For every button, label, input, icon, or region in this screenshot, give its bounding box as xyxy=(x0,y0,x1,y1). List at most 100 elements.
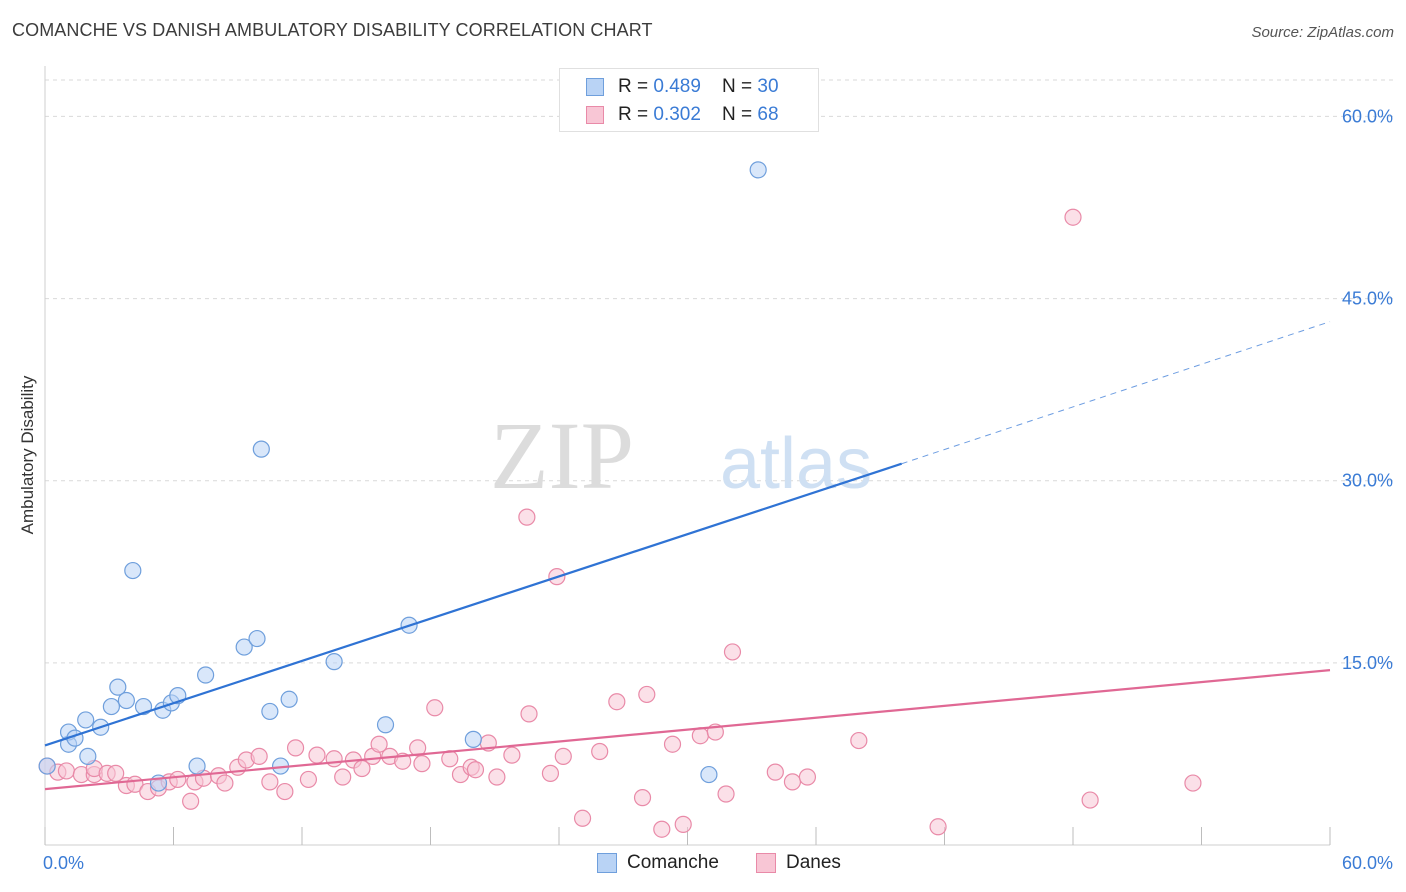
comanche-legend-swatch xyxy=(597,853,617,873)
source-label: Source: ZipAtlas.com xyxy=(1251,24,1394,41)
danes-point-51 xyxy=(591,742,609,761)
danes-point-47 xyxy=(541,764,560,782)
danes-r-value: 0.302 xyxy=(653,104,701,125)
comanche-point-27 xyxy=(464,730,482,748)
comanche-point-17 xyxy=(197,666,215,684)
comanche-point-7 xyxy=(102,697,120,716)
y-tick-label-2: 45.0% xyxy=(1342,289,1393,309)
comanche-point-5 xyxy=(79,747,97,765)
danes-point-36 xyxy=(413,755,431,773)
comanche-trend-extension xyxy=(901,321,1331,465)
stats-row-danes: R = 0.302 N = 68 xyxy=(560,101,818,129)
comanche-point-25 xyxy=(376,716,395,734)
watermark-zip: ZIP xyxy=(490,402,634,509)
danes-point-14 xyxy=(182,792,200,810)
comanche-point-10 xyxy=(124,561,142,580)
danes-point-53 xyxy=(633,789,652,807)
danes-point-24 xyxy=(286,739,305,757)
danes-point-57 xyxy=(674,815,692,833)
comanche-point-8 xyxy=(109,678,127,696)
danes-swatch xyxy=(586,106,604,124)
danes-point-64 xyxy=(798,768,817,786)
x-tick-label-1: 60.0% xyxy=(1342,853,1393,873)
danes-point-46 xyxy=(520,705,538,723)
comanche-point-18 xyxy=(235,638,253,656)
danes-n-value: 68 xyxy=(757,104,779,125)
danes-point-23 xyxy=(276,782,294,801)
danes-point-43 xyxy=(488,768,506,786)
comanche-point-23 xyxy=(280,690,298,708)
comanche-n-value: 30 xyxy=(757,76,779,97)
danes-point-25 xyxy=(299,770,318,789)
comanche-trend-line xyxy=(44,462,903,747)
danes-point-55 xyxy=(653,820,671,838)
danes-point-21 xyxy=(250,747,268,765)
danes-point-35 xyxy=(409,739,427,757)
stats-row-comanche: R = 0.489 N = 30 xyxy=(560,73,818,101)
danes-r-label: R = xyxy=(618,104,654,125)
comanche-r-label: R = xyxy=(618,76,654,97)
comanche-point-29 xyxy=(749,161,767,179)
danes-point-54 xyxy=(638,685,656,704)
danes-point-41 xyxy=(466,761,485,779)
comanche-point-19 xyxy=(248,629,266,648)
watermark: ZIP atlas xyxy=(490,402,872,509)
danes-point-52 xyxy=(608,693,626,711)
danes-trend-line xyxy=(44,669,1331,791)
comanche-r-value: 0.489 xyxy=(653,76,701,97)
danes-legend-label: Danes xyxy=(786,852,841,873)
x-tick-label-0: 0.0% xyxy=(43,853,84,873)
comanche-point-9 xyxy=(117,691,135,710)
comanche-point-28 xyxy=(700,765,718,784)
danes-point-62 xyxy=(766,763,784,781)
danes-point-37 xyxy=(426,699,444,717)
danes-point-56 xyxy=(663,735,682,753)
comanche-point-20 xyxy=(252,440,270,458)
danes-point-32 xyxy=(370,735,388,753)
danes-point-66 xyxy=(929,818,947,836)
watermark-atlas: atlas xyxy=(720,424,872,504)
danes-point-49 xyxy=(554,747,572,765)
comanche-point-24 xyxy=(325,653,343,671)
chart-title: COMANCHE VS DANISH AMBULATORY DISABILITY… xyxy=(12,20,653,40)
danes-point-68 xyxy=(1081,791,1099,809)
danes-point-13 xyxy=(169,770,187,789)
axes xyxy=(44,66,1331,846)
danes-legend-swatch xyxy=(756,853,776,873)
comanche-point-16 xyxy=(188,757,206,775)
danes-point-45 xyxy=(518,508,536,526)
comanche-swatch xyxy=(586,78,604,96)
danes-point-22 xyxy=(261,773,279,791)
y-tick-label-1: 30.0% xyxy=(1342,471,1393,491)
comanche-point-0 xyxy=(38,757,56,775)
danes-point-63 xyxy=(783,773,802,791)
danes-point-2 xyxy=(57,762,76,780)
danes-point-18 xyxy=(216,774,234,792)
danes-point-69 xyxy=(1184,774,1202,792)
danes-point-58 xyxy=(691,727,709,745)
danes-point-27 xyxy=(325,750,343,768)
danes-point-60 xyxy=(717,785,735,803)
danes-point-65 xyxy=(850,731,868,750)
comanche-points xyxy=(38,161,767,792)
comanche-n-label: N = xyxy=(722,76,758,97)
tick-labels: 15.0% 30.0% 45.0% 60.0% 0.0% 60.0% xyxy=(43,106,1393,873)
comanche-legend-label: Comanche xyxy=(627,852,719,873)
gridlines xyxy=(45,79,1395,664)
comanche-point-21 xyxy=(261,702,279,721)
danes-point-7 xyxy=(107,764,125,782)
danes-point-26 xyxy=(308,746,326,764)
stats-box: R = 0.489 N = 30 R = 0.302 N = 68 xyxy=(559,68,819,132)
danes-point-50 xyxy=(573,809,592,827)
trend-lines xyxy=(44,321,1331,791)
danes-point-61 xyxy=(723,643,742,661)
danes-n-label: N = xyxy=(722,104,758,125)
comanche-point-4 xyxy=(77,711,95,729)
danes-points xyxy=(38,208,1202,838)
danes-point-28 xyxy=(334,768,352,786)
y-tick-label-3: 60.0% xyxy=(1342,106,1393,126)
danes-point-67 xyxy=(1064,208,1082,226)
danes-point-44 xyxy=(503,746,521,764)
y-tick-label-0: 15.0% xyxy=(1342,653,1393,673)
